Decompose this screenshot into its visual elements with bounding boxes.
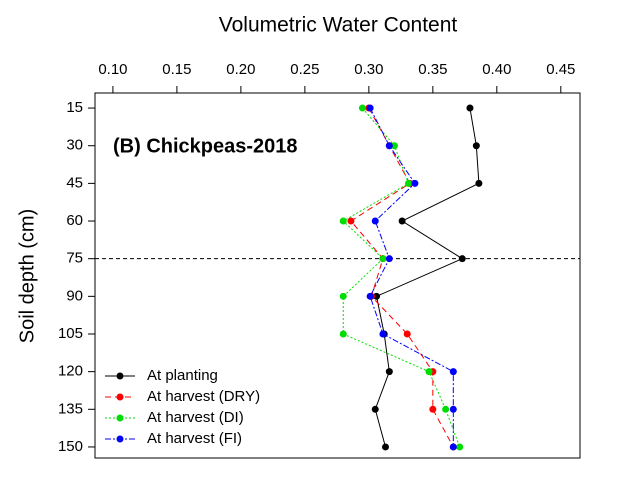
data-point [475, 179, 483, 187]
y-axis-label: Soil depth (cm) [16, 209, 38, 344]
data-point [458, 255, 466, 263]
y-tick-label: 45 [66, 174, 83, 191]
data-point [466, 104, 474, 112]
x-tick-label: 0.40 [482, 61, 511, 78]
data-point [456, 443, 464, 451]
legend-marker [116, 435, 124, 443]
data-point [425, 368, 433, 376]
x-tick-label: 0.35 [418, 61, 447, 78]
data-point [347, 217, 355, 225]
legend-marker [116, 393, 124, 401]
legend-label: At harvest (DRY) [147, 388, 260, 405]
data-point [339, 292, 347, 300]
data-point [429, 405, 437, 413]
y-tick-label: 120 [58, 363, 83, 380]
series-line [369, 107, 454, 447]
data-point [339, 330, 347, 338]
y-tick-label: 15 [66, 99, 83, 116]
annotation: (B) Chickpeas-2018 [113, 135, 298, 157]
y-tick-label: 105 [58, 325, 83, 342]
data-point [390, 142, 398, 150]
data-point [379, 330, 387, 338]
legend-marker [116, 372, 124, 380]
data-point [442, 405, 450, 413]
x-tick-label: 0.25 [290, 61, 319, 78]
data-point [381, 443, 389, 451]
chart-title: Volumetric Water Content [219, 14, 458, 37]
data-point [405, 179, 413, 187]
data-point [403, 330, 411, 338]
data-point [366, 292, 374, 300]
data-point [385, 368, 393, 376]
y-tick-label: 90 [66, 287, 83, 304]
legend-label: At harvest (DI) [147, 409, 244, 426]
data-point [411, 179, 419, 187]
data-point [385, 255, 393, 263]
data-point [371, 405, 379, 413]
data-point [398, 217, 406, 225]
x-tick-label: 0.20 [226, 61, 255, 78]
data-point [371, 217, 379, 225]
data-point [472, 142, 480, 150]
data-point [339, 217, 347, 225]
x-tick-label: 0.10 [98, 61, 127, 78]
y-tick-label: 150 [58, 438, 83, 455]
data-point [449, 368, 457, 376]
y-tick-label: 30 [66, 137, 83, 154]
data-point [373, 292, 381, 300]
series-line [342, 107, 461, 448]
data-point [358, 104, 366, 112]
x-tick-label: 0.15 [162, 61, 191, 78]
data-point [385, 142, 393, 150]
x-tick-label: 0.30 [354, 61, 383, 78]
y-tick-label: 75 [66, 250, 83, 267]
legend-marker [116, 414, 124, 422]
data-point [449, 405, 457, 413]
legend-label: At harvest (FI) [147, 430, 242, 447]
x-tick-label: 0.45 [546, 61, 575, 78]
series-line [350, 107, 454, 448]
data-point [366, 104, 374, 112]
plot-frame [94, 92, 581, 459]
legend-label: At planting [147, 367, 218, 384]
series-line [374, 107, 480, 448]
data-point [449, 443, 457, 451]
y-tick-label: 135 [58, 400, 83, 417]
y-tick-label: 60 [66, 212, 83, 229]
data-point [379, 255, 387, 263]
